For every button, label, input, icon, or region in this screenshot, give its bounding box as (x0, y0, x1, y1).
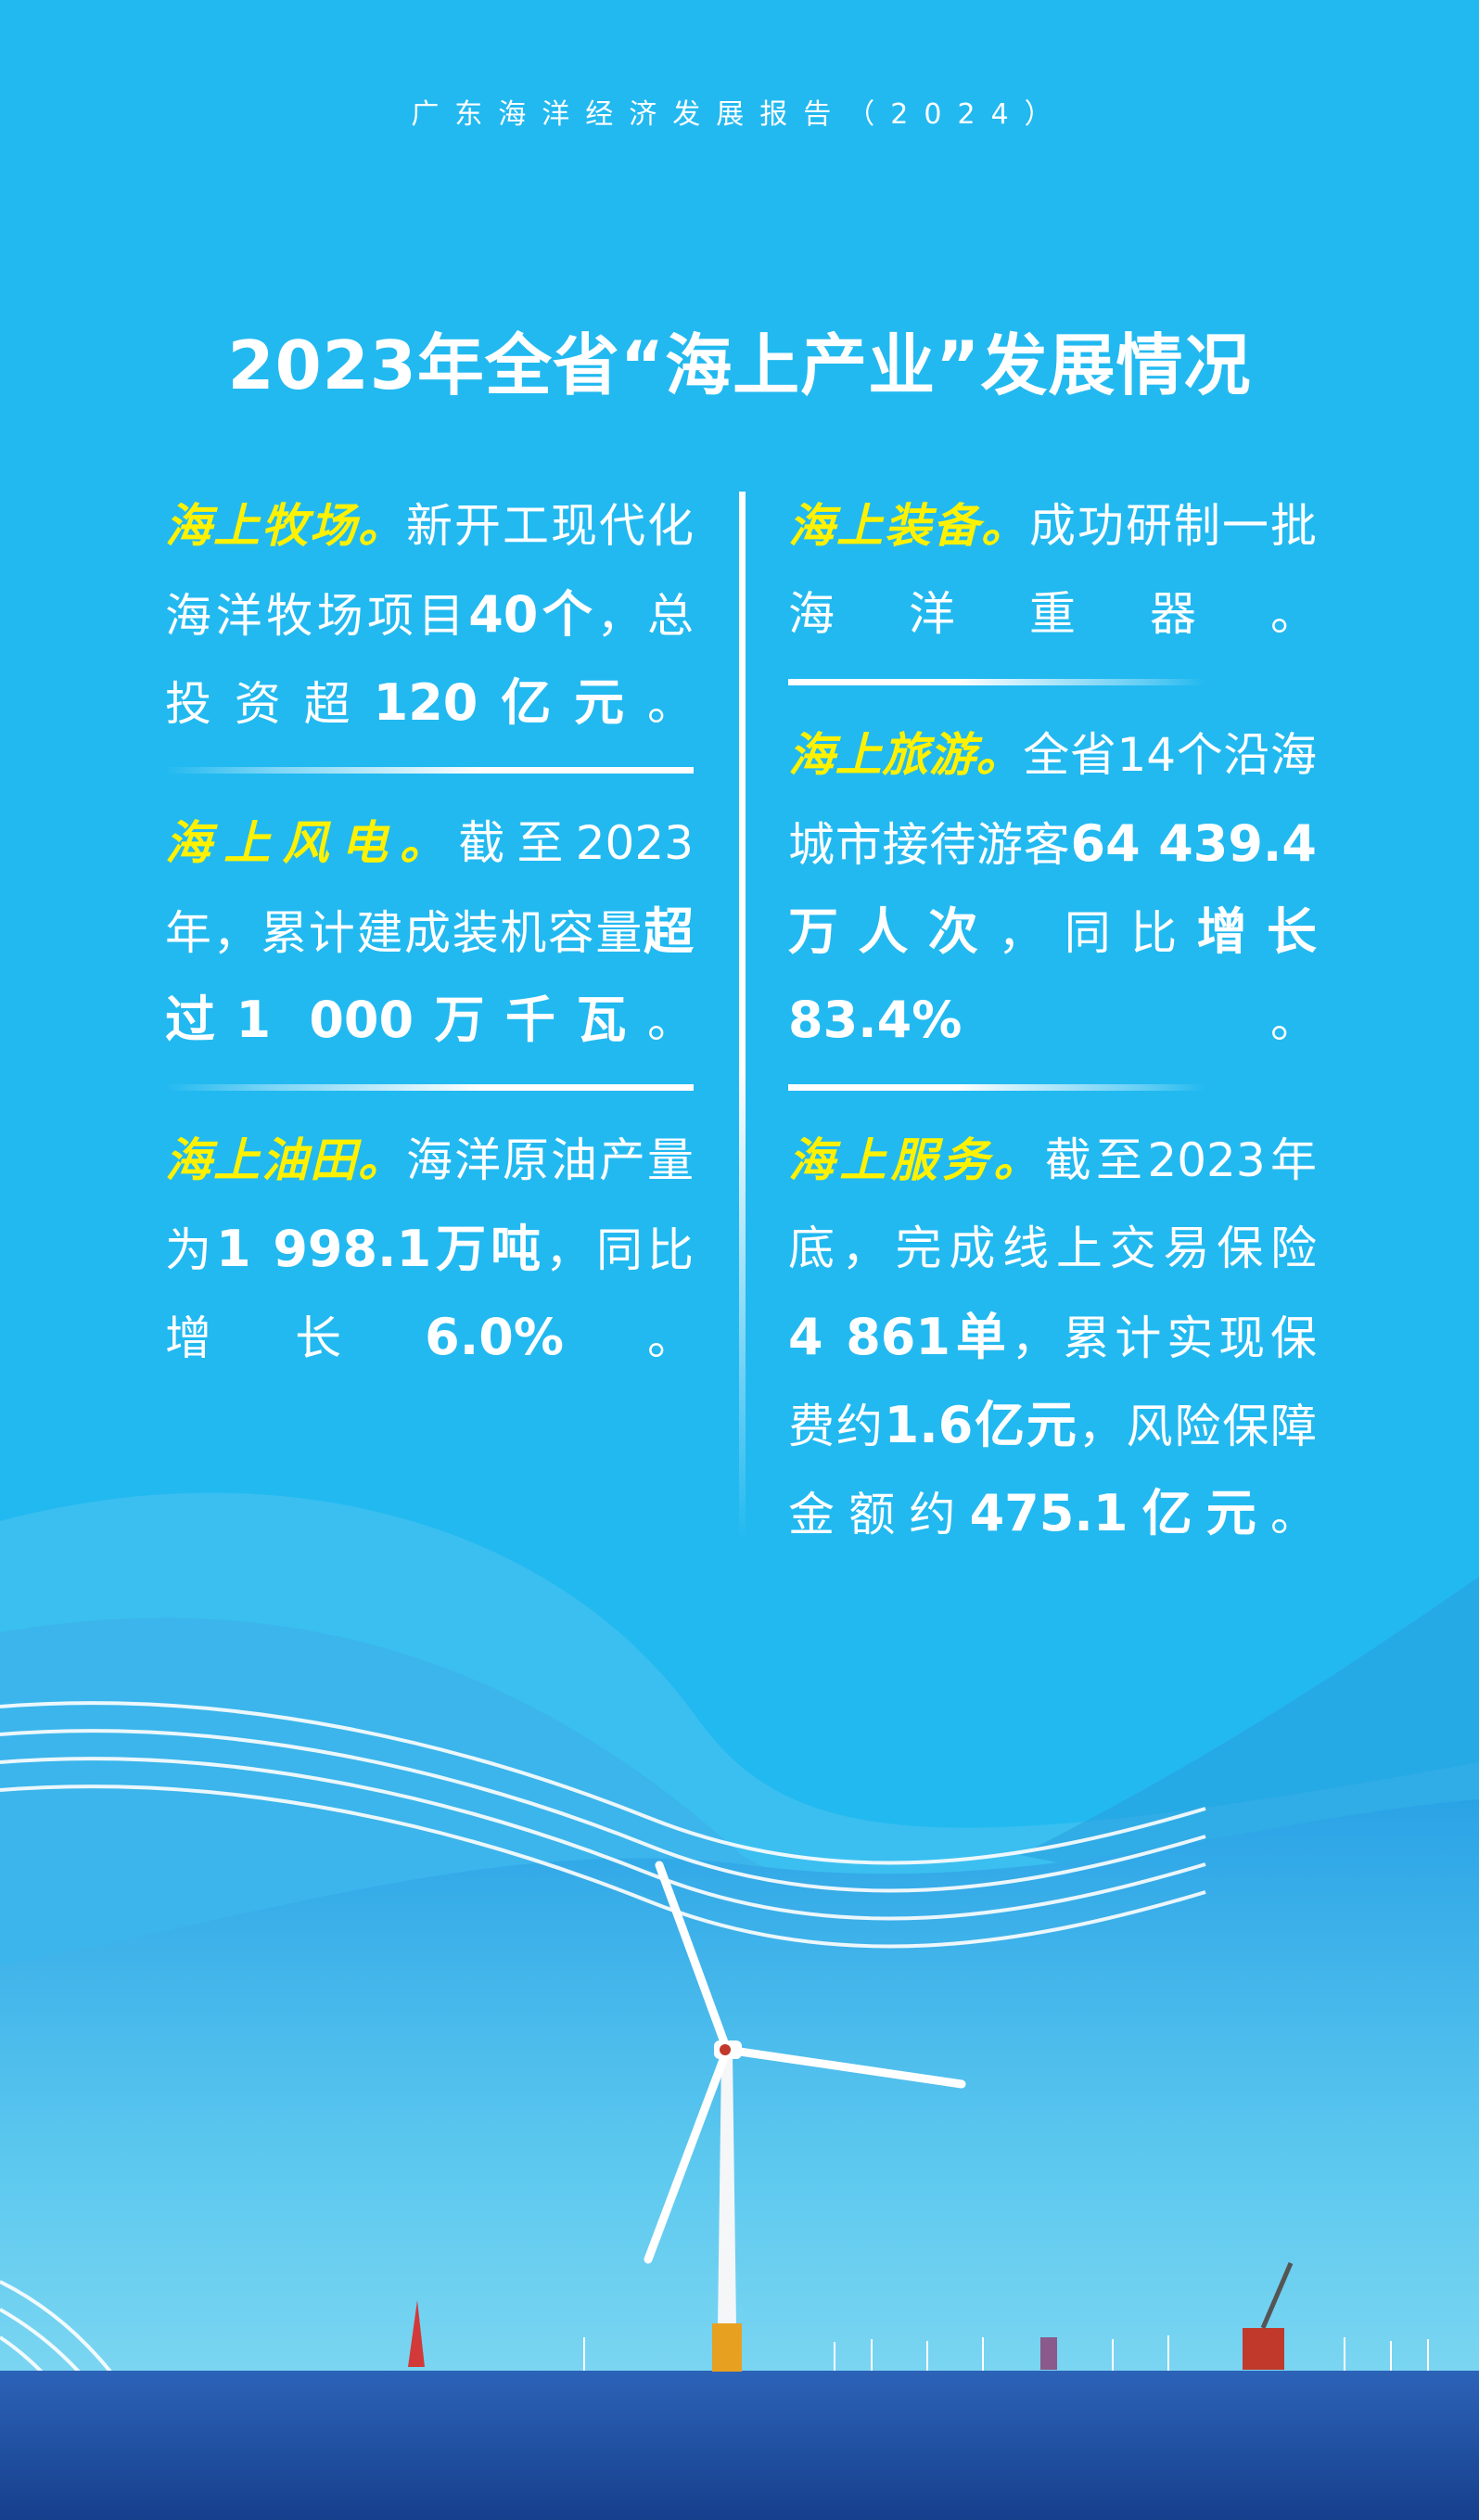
highlight-figure: 1 998.1万吨 (215, 1220, 546, 1278)
body-text: ，同比 (545, 1223, 695, 1277)
highlight-figure: 万人次 (788, 902, 999, 961)
text-line: 费约1.6亿元，风险保障 (788, 1381, 1317, 1469)
body-text: 为 (165, 1223, 216, 1277)
right-column: 海上装备。成功研制一批 海洋重器。 海上旅游。全省14个沿海 城市接待游客64 439… (788, 482, 1317, 1557)
highlight-figure: 过1 000万千瓦 (165, 991, 647, 1049)
section-divider (788, 1084, 1205, 1091)
body-text: 海洋牧场项目 (165, 589, 469, 643)
text-line: 海上牧场。新开工现代化 (165, 482, 694, 570)
text-line: 金额约475.1亿元。 (788, 1469, 1317, 1557)
text-line: 城市接待游客64 439.4 (788, 799, 1317, 888)
wind-turbine (644, 1861, 966, 2372)
section-divider (165, 1084, 694, 1091)
section-heading: 海上服务。 (788, 1133, 1045, 1187)
highlight-figure: 6.0% (425, 1308, 564, 1366)
section-heading: 海上装备。 (788, 499, 1029, 553)
highlight-figure: 1.6亿元 (884, 1396, 1078, 1454)
text-line: 海上油田。海洋原油产量 (165, 1117, 694, 1205)
body-text: 底，完成线上交易保险 (788, 1222, 1317, 1275)
text-line: 为1 998.1万吨，同比 (165, 1205, 694, 1293)
sea (0, 2371, 1479, 2520)
text-line: 海洋重器。 (788, 570, 1317, 659)
highlight-figure: 增长 (1196, 902, 1318, 961)
body-text: 金额约 (788, 1488, 970, 1541)
text-line: 海洋牧场项目40个，总 (165, 570, 694, 659)
section-divider (165, 767, 694, 774)
section-heading: 海上油田。 (165, 1133, 406, 1187)
highlight-figure: 40个 (468, 585, 597, 644)
body-text: 。 (962, 994, 1317, 1048)
highlight-figure: 120亿元 (373, 673, 647, 732)
body-text: 。 (647, 677, 694, 731)
body-text: 费约 (788, 1400, 885, 1453)
left-column: 海上牧场。新开工现代化 海洋牧场项目40个，总 投资超120亿元。 海上风电。截至20… (165, 482, 694, 1381)
text-line: 海上风电。截至2023 (165, 799, 694, 888)
highlight-figure: 83.4% (788, 991, 963, 1049)
text-line: 年，累计建成装机容量超 (165, 888, 694, 976)
body-text: 截至2023 (458, 816, 694, 870)
body-text: ，同比 (998, 906, 1197, 960)
text-line: 增长6.0%。 (165, 1293, 694, 1381)
highlight-figure: 475.1亿元 (969, 1484, 1270, 1542)
section-heading: 海上牧场。 (165, 499, 406, 553)
highlight-figure: 4 861单 (788, 1308, 1012, 1366)
section-marine-equipment: 海上装备。成功研制一批海洋重器。 (788, 482, 1317, 659)
text-line: 底，完成线上交易保险 (788, 1205, 1317, 1293)
body-text: ，风险保障 (1077, 1400, 1318, 1453)
section-marine-tourism: 海上旅游。全省14个沿海 城市接待游客64 439.4 万人次，同比增长 83.4%。 (788, 711, 1317, 1064)
body-text: 全省14个沿海 (1023, 728, 1317, 782)
sky (0, 1799, 1479, 2520)
body-text: 投资超 (165, 677, 374, 731)
section-heading: 海上风电。 (165, 816, 459, 870)
report-name: 广东海洋经济发展报告（2024） (411, 98, 1068, 131)
distant-vessels (408, 2262, 1294, 2370)
body-text: 。 (647, 994, 694, 1048)
text-line: 海上装备。成功研制一批 (788, 482, 1317, 570)
body-text: 。 (1270, 1488, 1317, 1541)
section-offshore-oilfield: 海上油田。海洋原油产量 为1 998.1万吨，同比 增长6.0%。 (165, 1117, 694, 1381)
body-text: 截至2023年 (1044, 1133, 1317, 1187)
text-line: 83.4%。 (788, 976, 1317, 1064)
text-line: 万人次，同比增长 (788, 888, 1317, 976)
body-text: 城市接待游客 (788, 818, 1071, 872)
text-line: 投资超120亿元。 (165, 659, 694, 747)
body-text: 海洋原油产量 (406, 1133, 694, 1187)
body-text: 海洋重器。 (788, 587, 1317, 641)
text-line: 过1 000万千瓦。 (165, 976, 694, 1064)
text-line: 4 861单，累计实现保 (788, 1293, 1317, 1381)
column-divider (739, 492, 746, 1540)
section-offshore-wind: 海上风电。截至2023 年，累计建成装机容量超 过1 000万千瓦。 (165, 799, 694, 1064)
text-line: 海上服务。截至2023年 (788, 1117, 1317, 1205)
section-heading: 海上旅游。 (788, 728, 1024, 782)
body-text: 新开工现代化 (406, 499, 694, 553)
highlight-figure: 64 439.4 (1070, 814, 1318, 873)
body-text: ，累计实现保 (1011, 1311, 1318, 1365)
section-marine-services: 海上服务。截至2023年 底，完成线上交易保险 4 861单，累计实现保 费约1.6亿… (788, 1117, 1317, 1557)
body-text: 。 (563, 1311, 694, 1365)
body-text: 年，累计建成装机容量 (165, 906, 644, 960)
section-marine-ranch: 海上牧场。新开工现代化 海洋牧场项目40个，总 投资超120亿元。 (165, 482, 694, 747)
distant-turbines (583, 2335, 1429, 2371)
page-title: 2023年全省“海上产业”发展情况 (227, 326, 1252, 404)
section-divider (788, 679, 1205, 685)
highlight-figure: 超 (644, 902, 694, 961)
text-line: 海上旅游。全省14个沿海 (788, 711, 1317, 799)
body-text: ，总 (596, 589, 695, 643)
body-text: 增长 (165, 1311, 426, 1365)
body-text: 成功研制一批 (1029, 499, 1317, 553)
